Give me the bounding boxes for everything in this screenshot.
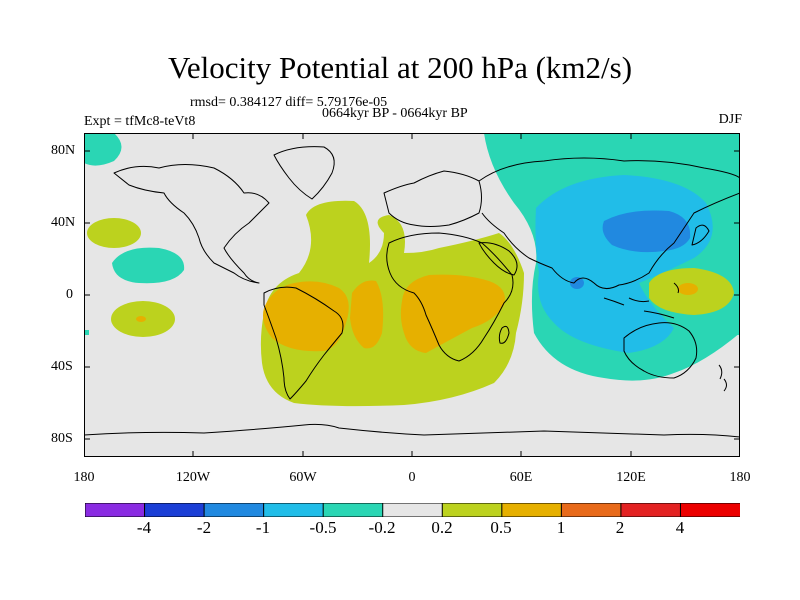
coast-southeast-asia-islands [603,282,679,319]
coast-japan [691,224,710,246]
lat-tick-label: 40N [51,215,76,230]
negative-sliver-west [84,330,89,335]
velocity-potential-map [84,133,740,457]
positive-core-west-pacific [678,283,698,295]
negative-region-asia-core [602,210,691,253]
colorbar-label: 2 [615,518,625,537]
season-label: DJF [718,112,742,127]
page-title: Velocity Potential at 200 hPa (km2/s) [167,50,633,85]
lon-tick-label: 120E [616,470,646,485]
colorbar-label: -4 [136,518,152,537]
coast-madagascar [498,325,510,344]
coast-greenland [273,146,335,200]
period-label: 0664kyr BP - 0664kyr BP [322,106,468,121]
colorbar-label: -2 [196,518,212,537]
coast-europe [383,170,482,227]
coast-arabia [478,242,518,276]
positive-region-atlantic-africa [260,200,524,407]
colorbar-swatch [144,503,206,517]
colorbar-label: -0.2 [368,518,396,537]
coast-australia [623,322,698,379]
lon-tick-label: 0 [408,470,416,485]
coast-new-zealand [718,364,727,392]
colorbar-swatch [501,503,563,517]
colorbar-swatch [679,503,740,517]
positive-core-africa [400,274,505,353]
colorbar-swatch [382,503,444,517]
positive-core-south-atlantic [350,280,384,349]
negative-region-bay-bengal [570,277,584,289]
lat-tick-label: 80S [51,431,73,446]
positive-core-south-pacific [136,316,146,322]
colorbar-label: -1 [255,518,271,537]
rmsd-stats: rmsd= 0.384127 diff= 5.79176e-05 [190,95,388,110]
lat-tick-label: 0 [66,287,73,302]
colorbar-swatch [263,503,325,517]
colorbar-swatch [203,503,265,517]
lon-tick-label: 120W [175,470,211,485]
coast-north-america [113,164,270,284]
coast-africa [386,232,514,362]
lon-tick-label: 60W [289,470,317,485]
axis-ticks [84,133,740,457]
colorbar-label: 1 [556,518,566,537]
lon-tick-label: 180 [729,470,751,485]
negative-sliver-east [736,330,740,335]
coast-south-america [263,286,344,400]
colorbar-swatch [441,503,503,517]
negative-region-north-atlantic [84,133,122,166]
negative-region-pacific-west [112,247,185,284]
positive-region-north-pacific [87,218,141,248]
lon-tick-label: 180 [73,470,95,485]
colorbar-label: 4 [675,518,685,537]
coastlines [84,146,740,438]
colorbar-swatch [560,503,622,517]
colorbar-label: 0.2 [431,518,453,537]
colorbar-label: -0.5 [309,518,337,537]
colorbar-swatch [85,503,146,517]
colorbar-swatch [620,503,682,517]
positive-core-south-america [263,281,349,352]
lon-tick-label: 60E [509,470,533,485]
coast-asia [478,157,740,289]
colorbar-label: 0.5 [490,518,512,537]
lat-tick-label: 40S [51,359,73,374]
coast-antarctica [84,423,740,438]
experiment-label: Expt = tfMc8-teVt8 [84,114,196,129]
colorbar-swatch [322,503,384,517]
lat-tick-label: 80N [51,143,76,158]
colorbar [85,503,740,517]
